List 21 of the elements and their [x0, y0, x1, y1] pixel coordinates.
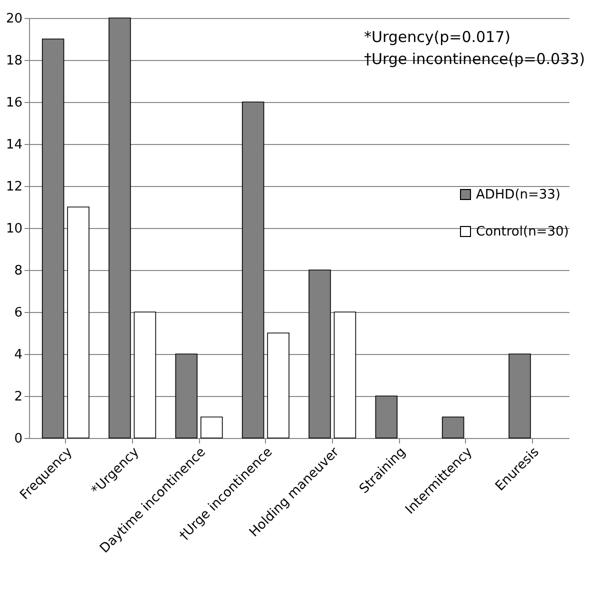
bar: [334, 312, 356, 438]
bar: [67, 206, 90, 438]
y-tick-label: 16: [6, 96, 22, 110]
y-tick-label: 0: [14, 432, 22, 446]
bar: [267, 332, 290, 438]
y-tick-label: 10: [6, 222, 22, 236]
y-tick-label: 6: [14, 306, 22, 320]
y-tick-label: 20: [6, 12, 22, 26]
legend-label: ADHD(n=33): [476, 188, 561, 202]
bar: [134, 312, 156, 438]
y-tick-label: 8: [14, 264, 22, 278]
annotation: †Urge incontinence(p=0.033): [364, 50, 586, 68]
bar: [200, 416, 223, 438]
annotation: *Urgency(p=0.017): [364, 28, 510, 46]
y-tick-label: 14: [6, 138, 22, 152]
y-tick-label: 2: [14, 390, 22, 404]
y-tick-label: 4: [14, 348, 22, 362]
bar: [442, 416, 464, 438]
y-tick-label: 12: [6, 180, 22, 194]
y-tick-label: 18: [6, 54, 22, 68]
legend-label: Control(n=30): [476, 224, 569, 240]
